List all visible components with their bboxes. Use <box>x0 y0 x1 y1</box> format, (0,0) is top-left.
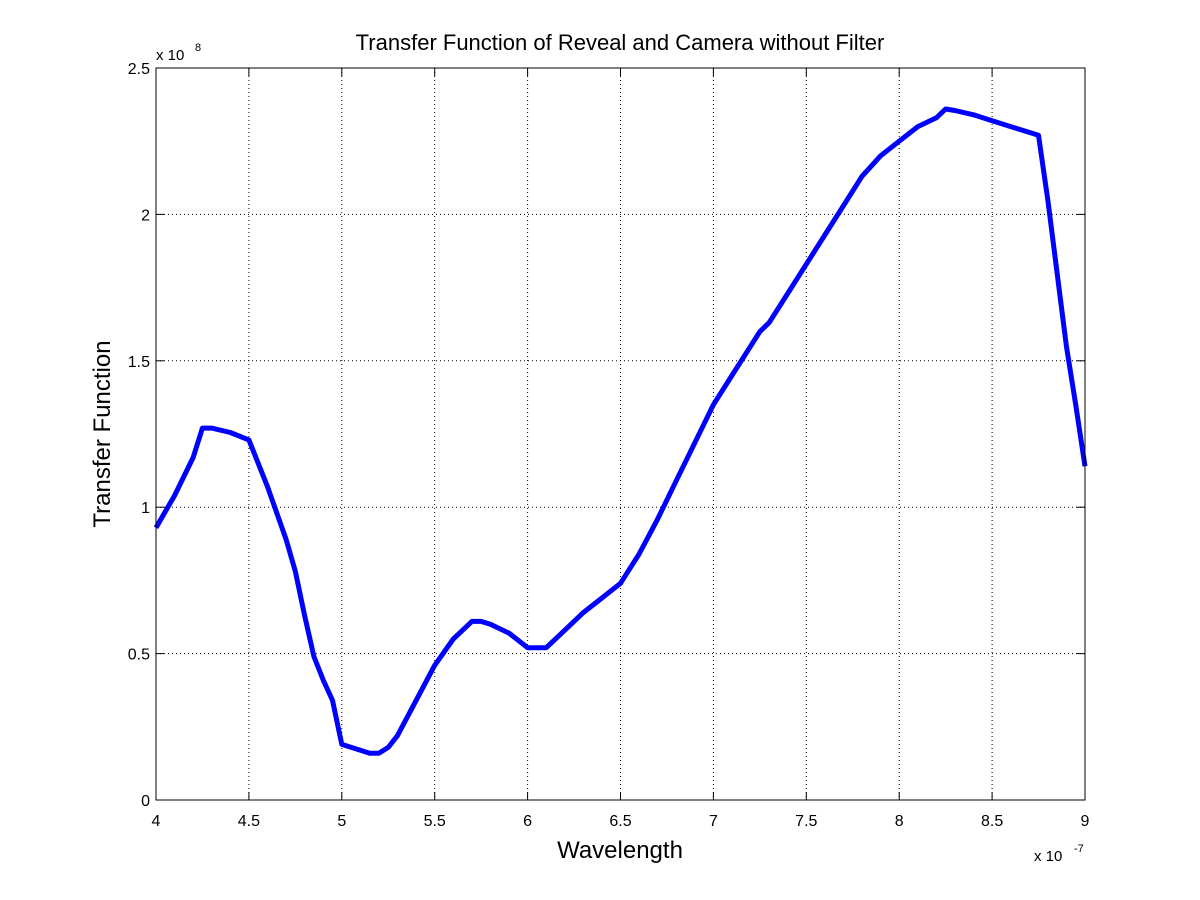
x-multiplier: x 10 -7 <box>1034 843 1084 865</box>
x-tick-label: 9 <box>1081 813 1090 830</box>
grid-lines <box>156 68 1085 800</box>
y-tick-label: 0.5 <box>128 647 150 664</box>
x-tick-label: 8 <box>895 813 904 830</box>
y-tick-label: 0 <box>141 793 150 810</box>
chart-title: Transfer Function of Reveal and Camera w… <box>356 30 885 55</box>
y-tick-label: 2.5 <box>128 61 150 78</box>
x-tick-label: 6 <box>523 813 532 830</box>
y-tick-label: 2 <box>141 207 150 224</box>
series-layer <box>153 106 1088 756</box>
x-tick-label: 5.5 <box>424 813 446 830</box>
x-tick-label: 4.5 <box>238 813 260 830</box>
y-multiplier-exponent: 8 <box>195 42 201 54</box>
x-tick-labels: 4 4.5 5 5.5 6 6.5 7 7.5 8 8.5 9 <box>152 813 1090 830</box>
y-multiplier-base: x 10 <box>156 47 184 64</box>
x-tick-label: 6.5 <box>609 813 631 830</box>
x-axis-label: Wavelength <box>557 837 683 864</box>
x-tick-label: 5 <box>337 813 346 830</box>
y-tick-label: 1.5 <box>128 354 150 371</box>
y-axis-label: Transfer Function <box>89 340 116 527</box>
x-multiplier-exponent: -7 <box>1074 843 1084 855</box>
tick-marks <box>155 67 1086 801</box>
y-tick-labels: 0 0.5 1 1.5 2 2.5 <box>128 61 150 810</box>
x-tick-label: 4 <box>152 813 161 830</box>
y-tick-label: 1 <box>141 500 150 517</box>
series-line <box>153 106 1088 756</box>
plot-area <box>156 68 1085 800</box>
x-tick-label: 8.5 <box>981 813 1003 830</box>
x-tick-label: 7 <box>709 813 718 830</box>
y-multiplier: x 10 8 <box>156 42 201 64</box>
x-multiplier-base: x 10 <box>1034 848 1062 865</box>
x-tick-label: 7.5 <box>795 813 817 830</box>
